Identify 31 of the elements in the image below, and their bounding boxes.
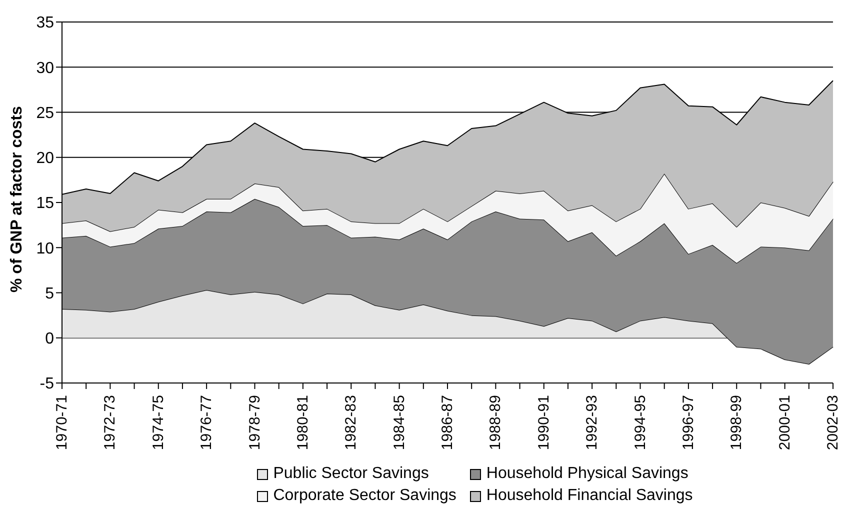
x-tick-label: 1978-79 <box>246 395 264 450</box>
x-tick-label: 1980-81 <box>294 395 312 450</box>
y-tick-label: 15 <box>36 195 54 212</box>
x-tick-label: 1996-97 <box>680 395 697 450</box>
y-axis-title: % of GNP at factor costs <box>8 106 26 292</box>
x-tick-label: 1990-91 <box>535 395 552 450</box>
x-tick-label: 1982-83 <box>342 395 360 450</box>
y-tick-label: 25 <box>36 104 54 122</box>
x-tick-label: 1984-85 <box>390 395 408 450</box>
x-tick-label: 1972-73 <box>102 395 119 450</box>
x-tick-label: 1994-95 <box>632 395 649 450</box>
y-tick-label: 0 <box>45 330 54 348</box>
x-tick-label: 1988-89 <box>487 395 504 450</box>
y-tick-label: 5 <box>45 285 54 302</box>
x-tick-label: 1998-99 <box>728 395 746 450</box>
legend-label: Household Physical Savings <box>486 464 688 484</box>
y-tick-label: 30 <box>36 60 54 77</box>
x-tick-label: 1974-75 <box>150 395 167 450</box>
legend-label: Public Sector Savings <box>273 464 429 484</box>
x-tick-label: 1986-87 <box>439 395 456 450</box>
y-tick-label: 20 <box>36 150 54 168</box>
y-tick-label: -5 <box>40 376 54 393</box>
x-tick-label: 2002-03 <box>824 395 842 450</box>
y-tick-label: 35 <box>36 14 54 32</box>
x-tick-label: 1976-77 <box>198 395 216 450</box>
x-tick-label: 2000-01 <box>776 395 794 450</box>
legend-label: Household Financial Savings <box>486 486 693 506</box>
legend-label: Corporate Sector Savings <box>273 486 456 506</box>
x-tick-label: 1970-71 <box>54 395 70 450</box>
x-tick-label: 1992-93 <box>584 395 601 450</box>
y-tick-label: 10 <box>36 240 54 258</box>
